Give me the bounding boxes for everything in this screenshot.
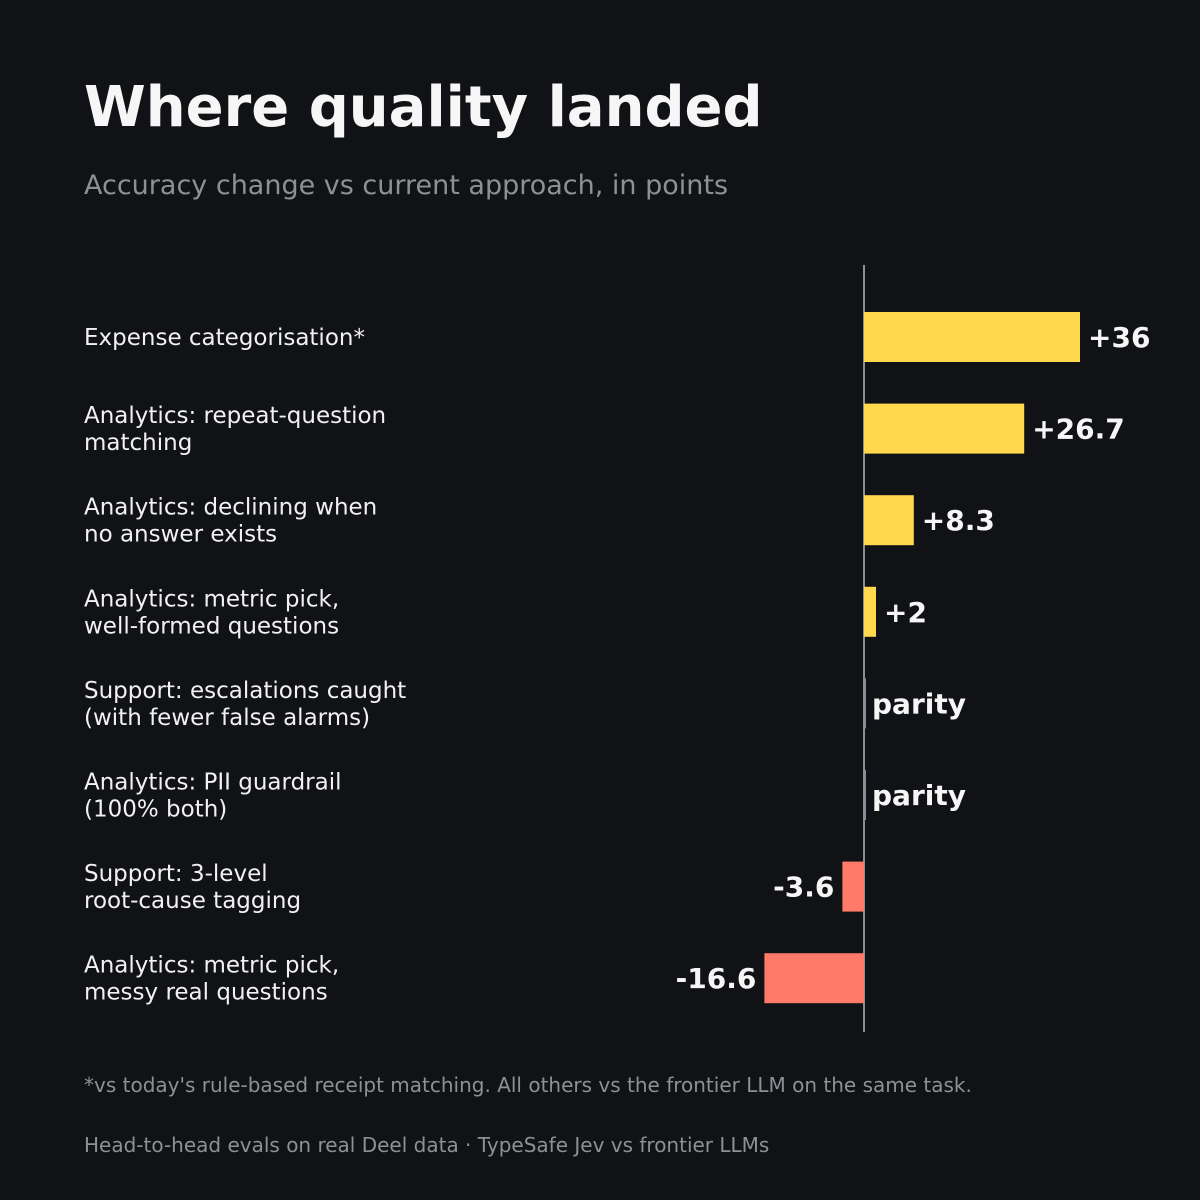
category-label-line: messy real questions — [84, 980, 328, 1006]
value-label: +26.7 — [1032, 413, 1125, 446]
chart-title: Where quality landed — [84, 75, 763, 140]
value-label: +8.3 — [922, 504, 995, 537]
category-label: Analytics: metric pick, well-formed quest… — [84, 586, 339, 639]
category-label-line: Analytics: declining when — [84, 495, 377, 521]
category-label: Expense categorisation* — [84, 325, 365, 351]
footnote: *vs today's rule-based receipt matching.… — [84, 1073, 972, 1097]
chart-subtitle: Accuracy change vs current approach, in … — [84, 170, 729, 201]
category-label-line: root-cause tagging — [84, 888, 301, 914]
bar — [864, 586, 876, 637]
value-label: +2 — [884, 596, 927, 629]
category-label-line: Analytics: metric pick, — [84, 953, 339, 979]
category-label-line: Expense categorisation* — [84, 325, 365, 351]
value-label: -3.6 — [773, 871, 834, 904]
category-label-line: Analytics: PII guardrail — [84, 770, 342, 796]
category-label: Analytics: metric pick, messy real questi… — [84, 953, 339, 1006]
value-label: parity — [872, 687, 966, 720]
category-label-line: matching — [84, 430, 192, 456]
source-note: Head-to-head evals on real Deel data · T… — [84, 1133, 770, 1157]
category-label-line: Support: 3-level — [84, 861, 268, 887]
category-label-line: Analytics: repeat-question — [84, 403, 386, 429]
category-label-line: well-formed questions — [84, 613, 339, 639]
category-label: Support: 3-level root-cause tagging — [84, 861, 301, 914]
value-label: -16.6 — [676, 962, 757, 995]
category-label: Analytics: PII guardrail (100% both) — [84, 770, 342, 823]
bar — [864, 312, 1080, 362]
value-label: parity — [872, 779, 966, 812]
bar — [864, 495, 914, 546]
category-label-line: no answer exists — [84, 522, 277, 548]
value-label: +36 — [1088, 321, 1150, 354]
category-label: Analytics: declining when no answer exist… — [84, 495, 377, 548]
bar — [764, 953, 864, 1004]
category-label-line: (with fewer false alarms) — [84, 705, 370, 731]
bar — [842, 861, 864, 912]
bar — [864, 403, 1025, 454]
parity-bar — [863, 770, 866, 820]
category-label-line: Analytics: metric pick, — [84, 586, 339, 612]
category-label: Support: escalations caught (with fewer f… — [84, 678, 406, 731]
category-label-line: Support: escalations caught — [84, 678, 406, 704]
category-label-line: (100% both) — [84, 797, 227, 823]
parity-bar — [863, 678, 866, 729]
category-label: Analytics: repeat-question matching — [84, 403, 386, 456]
